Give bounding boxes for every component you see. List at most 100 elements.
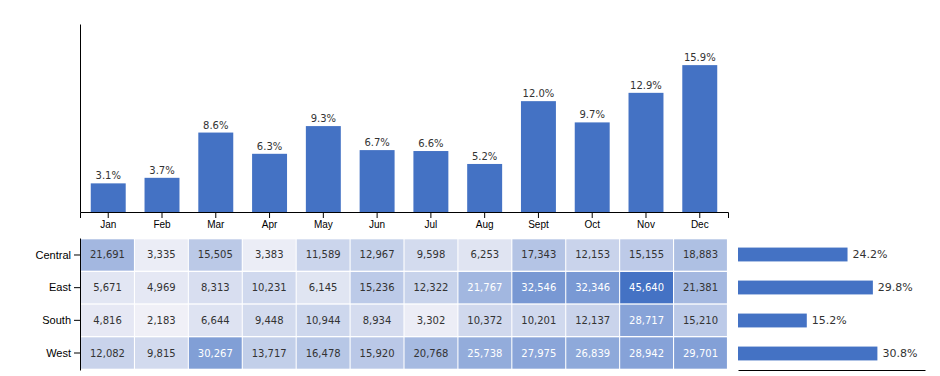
cell: [458, 305, 511, 336]
cell-label: 25,738: [467, 348, 502, 359]
cell: [458, 337, 511, 368]
cell-label: 8,313: [201, 282, 230, 293]
y-axis-domain: [80, 239, 81, 371]
cell-label: 20,768: [413, 348, 448, 359]
cell-label: 32,346: [575, 282, 610, 293]
data-label: 12.0%: [523, 88, 555, 99]
data-label: 5.2%: [472, 151, 497, 162]
cell: [297, 337, 350, 368]
cell-label: 6,644: [201, 315, 230, 326]
cell: [351, 337, 404, 368]
bar: [738, 248, 848, 262]
x-tick: Oct: [584, 212, 600, 230]
data-label: 6.6%: [418, 138, 443, 149]
cell: [458, 239, 511, 270]
x-tick-label: Dec: [691, 219, 709, 230]
cell-label: 15,920: [360, 348, 395, 359]
x-tick: May: [314, 212, 333, 230]
cell-label: 21,691: [90, 249, 125, 260]
x-tick-label: Jan: [100, 219, 116, 230]
cell-label: 12,153: [575, 249, 610, 260]
cell-label: 8,934: [363, 315, 392, 326]
cell-labels: 21,6913,33515,5053,38311,58912,9679,5986…: [90, 249, 718, 358]
x-axis: JanFebMarAprMayJunJulAugSeptOctNovDec: [81, 212, 729, 230]
y-tick-mark: [74, 287, 80, 288]
heatmap: 21,6913,33515,5053,38311,58912,9679,5986…: [36, 239, 727, 371]
x-tick-label: Sept: [528, 219, 549, 230]
cell-label: 10,372: [467, 315, 502, 326]
x-tick-label: Feb: [153, 219, 171, 230]
x-tick-mark: [162, 212, 163, 218]
bars: [91, 65, 717, 212]
bars: [738, 248, 877, 361]
cell: [512, 272, 565, 303]
cell-label: 6,145: [309, 282, 338, 293]
cell-label: 10,944: [306, 315, 341, 326]
bar: [738, 281, 873, 295]
bar: [738, 314, 807, 328]
cell-label: 10,231: [252, 282, 287, 293]
cell: [243, 239, 296, 270]
cell: [189, 239, 242, 270]
x-tick: Sept: [528, 212, 549, 230]
x-tick-mark: [699, 212, 700, 218]
x-tick-mark: [538, 212, 539, 218]
x-tick-label: May: [314, 219, 333, 230]
x-tick-mark: [645, 212, 646, 218]
chart-root: 3.1%3.7%8.6%6.3%9.3%6.7%6.6%5.2%12.0%9.7…: [0, 0, 940, 376]
bar: [145, 178, 180, 212]
data-label: 9.3%: [311, 113, 336, 124]
cells: [81, 239, 727, 368]
share-bars: 24.2%29.8%15.2%30.8%: [738, 248, 926, 371]
x-tick: Nov: [637, 212, 655, 230]
y-axis-domain: [80, 25, 81, 213]
cell: [458, 272, 511, 303]
cell: [135, 272, 188, 303]
x-tick-label: Jun: [369, 219, 385, 230]
x-tick: Jun: [369, 212, 385, 230]
x-tick-label: Nov: [637, 219, 655, 230]
cell-label: 45,640: [629, 282, 664, 293]
cell-label: 28,717: [629, 315, 664, 326]
x-tick-mark: [269, 212, 270, 218]
cell-label: 32,546: [521, 282, 556, 293]
cell: [135, 239, 188, 270]
data-label: 12.9%: [630, 80, 662, 91]
bar: [198, 133, 233, 212]
cell: [81, 337, 134, 368]
cell: [189, 272, 242, 303]
x-tick: Mar: [207, 212, 225, 230]
cell-label: 3,335: [147, 249, 176, 260]
cell: [620, 272, 673, 303]
cell-label: 12,967: [360, 249, 395, 260]
x-tick-label: Jul: [424, 219, 437, 230]
x-tick-mark: [215, 212, 216, 218]
cell-label: 13,717: [252, 348, 287, 359]
cell-label: 15,155: [629, 249, 664, 260]
x-tick-label: Oct: [584, 219, 600, 230]
data-label: 30.8%: [882, 347, 917, 360]
bar: [413, 151, 448, 212]
x-tick: Feb: [153, 212, 171, 230]
cell-label: 16,478: [306, 348, 341, 359]
x-axis-domain: [81, 213, 729, 219]
cell-label: 3,383: [255, 249, 284, 260]
bar: [738, 347, 877, 361]
data-label: 6.7%: [364, 137, 389, 148]
cell: [620, 239, 673, 270]
y-tick: West: [46, 347, 80, 359]
y-tick: Central: [36, 249, 80, 261]
data-labels: 24.2%29.8%15.2%30.8%: [812, 248, 918, 360]
y-tick-mark: [74, 320, 80, 321]
data-label: 15.2%: [812, 314, 847, 327]
cell-label: 9,815: [147, 348, 176, 359]
cell: [243, 305, 296, 336]
cell-label: 2,183: [147, 315, 176, 326]
cell-label: 12,082: [90, 348, 125, 359]
cell-label: 27,975: [521, 348, 556, 359]
data-label: 3.1%: [96, 170, 121, 181]
x-axis-domain: [739, 370, 926, 371]
cell: [189, 305, 242, 336]
cell-label: 15,505: [198, 249, 233, 260]
bar: [91, 183, 126, 212]
